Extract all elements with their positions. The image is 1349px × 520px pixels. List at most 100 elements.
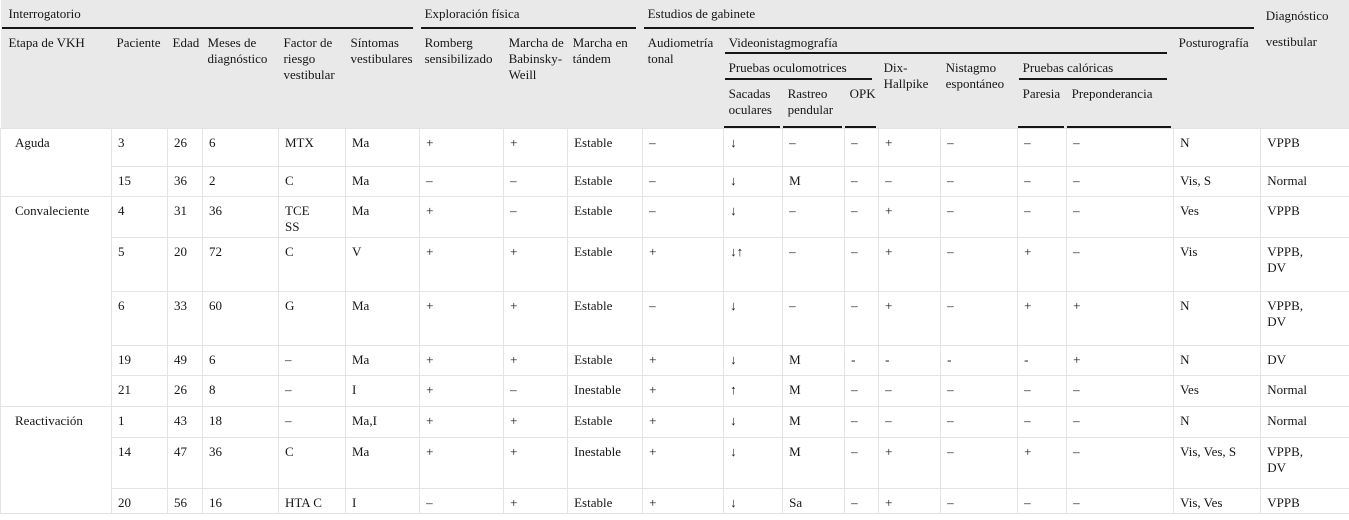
- cell-edad: 31: [167, 195, 203, 237]
- cell-preponderancia: –: [1066, 374, 1174, 406]
- cell-nistagmo: –: [940, 436, 1018, 488]
- header-row-columns: Etapa de VKH Paciente Edad Meses de diag…: [0, 29, 1349, 128]
- cell-dix: –: [878, 374, 941, 406]
- column-header-audiometria: Audiometría tonal: [642, 29, 724, 128]
- cell-rastreo: –: [782, 236, 845, 291]
- cell-sintomas: Ma: [344, 290, 420, 345]
- cell-paresia: +: [1017, 436, 1067, 488]
- header-row-leaf: Sacadas oculares Rastreo pendular OPK Pa…: [1, 80, 1349, 128]
- cell-nistagmo: -: [940, 344, 1018, 375]
- cell-nistagmo: –: [940, 487, 1018, 513]
- table-row: 15 36 2 C Ma – – Estable – ↓ M – – – – – Vis, S Normal: [1, 165, 1349, 196]
- cell-romberg: +: [419, 195, 504, 237]
- cell-opk: –: [844, 127, 879, 166]
- cell-audiometria: –: [642, 127, 724, 166]
- cell-edad: 36: [167, 165, 203, 196]
- cell-preponderancia: +: [1066, 344, 1174, 375]
- cell-factor: C: [278, 436, 346, 488]
- cell-diagnostico: DV: [1260, 344, 1349, 375]
- group-header-pruebas-oculomotrices: Pruebas oculomotrices: [723, 54, 879, 80]
- cell-posturografia: N: [1173, 290, 1261, 345]
- cell-tandem: Estable: [567, 487, 643, 513]
- cell-romberg: +: [419, 290, 504, 345]
- cell-posturografia: N: [1173, 344, 1261, 375]
- cell-dix: +: [878, 127, 941, 166]
- cell-posturografia: Vis, Ves: [1173, 487, 1261, 513]
- table-header: Interrogatorio Exploración física Estudi…: [0, 0, 1349, 128]
- cell-opk: –: [844, 436, 879, 488]
- cell-paresia: +: [1017, 290, 1067, 345]
- cell-sintomas: Ma: [344, 344, 420, 375]
- cell-sintomas: Ma: [344, 165, 420, 196]
- cell-edad: 33: [167, 290, 203, 345]
- cell-paciente: 6: [111, 290, 168, 345]
- cell-nistagmo: –: [940, 405, 1018, 437]
- cell-paciente: 5: [111, 236, 168, 291]
- cell-posturografia: Vis: [1173, 236, 1261, 291]
- column-header-factor-riesgo: Factor de riesgo vestibular: [278, 29, 346, 128]
- cell-tandem: Estable: [567, 165, 643, 196]
- cell-dix: +: [878, 436, 941, 488]
- cell-factor: –: [278, 344, 346, 375]
- cell-edad: 26: [167, 374, 203, 406]
- cell-romberg: +: [419, 405, 504, 437]
- cell-sacadas: ↓: [723, 344, 783, 375]
- column-header-diagnostico-vestibular: Diagnóstico vestibular: [1260, 0, 1349, 128]
- cell-romberg: +: [419, 436, 504, 488]
- cell-sintomas: Ma: [344, 436, 420, 488]
- cell-dix: +: [878, 290, 941, 345]
- column-header-paciente: Paciente: [111, 29, 168, 128]
- cell-posturografia: Vis, Ves, S: [1173, 436, 1261, 488]
- cell-diagnostico: Normal: [1260, 405, 1349, 437]
- table-body: Aguda 3 26 6 MTX Ma + + Estable – ↓ – – + – – – N VPPB 15 36…: [0, 127, 1349, 513]
- column-header-rastreo-pendular: Rastreo pendular: [782, 80, 845, 128]
- cell-tandem: Estable: [567, 236, 643, 291]
- table-row: 6 33 60 G Ma + + Estable – ↓ – – + – + + N VPPB, DV: [1, 290, 1349, 345]
- cell-paresia: –: [1017, 195, 1067, 237]
- column-header-opk: OPK: [844, 80, 879, 128]
- cell-posturografia: N: [1173, 127, 1261, 166]
- cell-factor: TCE SS: [278, 195, 346, 237]
- cell-diagnostico: Normal: [1260, 374, 1349, 406]
- column-header-sacadas-oculares: Sacadas oculares: [723, 80, 783, 128]
- cell-rastreo: M: [782, 165, 845, 196]
- cell-paciente: 19: [111, 344, 168, 375]
- cell-audiometria: –: [642, 165, 724, 196]
- cell-sacadas: ↓: [723, 127, 783, 166]
- cell-meses: 18: [202, 405, 279, 437]
- cell-meses: 6: [202, 344, 279, 375]
- table-row: 19 49 6– Ma + + Estable + ↓ M - - - - + N DV: [1, 344, 1349, 375]
- cell-paciente: 21: [111, 374, 168, 406]
- table-row: 20 56 16 HTA C I – + Estable + ↓ Sa – + – – – Vis, Ves VP…: [1, 487, 1349, 513]
- column-header-marcha-tandem: Marcha en tándem: [567, 29, 643, 128]
- cell-factor: –: [278, 374, 346, 406]
- cell-audiometria: +: [642, 487, 724, 513]
- cell-preponderancia: –: [1066, 127, 1174, 166]
- cell-babinsky: +: [503, 487, 568, 513]
- cell-sintomas: I: [344, 374, 420, 406]
- cell-meses: 16: [202, 487, 279, 513]
- column-header-edad: Edad: [167, 29, 203, 128]
- cell-dix: +: [878, 195, 941, 237]
- cell-rastreo: M: [782, 405, 845, 437]
- cell-tandem: Estable: [567, 405, 643, 437]
- cell-posturografia: N: [1173, 405, 1261, 437]
- cell-opk: –: [844, 374, 879, 406]
- column-header-posturografia: Posturografía: [1173, 29, 1261, 128]
- cell-sacadas: ↓: [723, 165, 783, 196]
- cell-paresia: –: [1017, 405, 1067, 437]
- cell-rastreo: –: [782, 290, 845, 345]
- cell-paresia: –: [1017, 127, 1067, 166]
- cell-diagnostico: VPPB, DV: [1260, 436, 1349, 488]
- cell-preponderancia: –: [1066, 236, 1174, 291]
- cell-edad: 43: [167, 405, 203, 437]
- cell-posturografia: Ves: [1173, 195, 1261, 237]
- cell-nistagmo: –: [940, 290, 1018, 345]
- cell-sacadas: ↓↑: [723, 236, 783, 291]
- column-header-nistagmo-espontaneo: Nistagmo espontáneo: [940, 54, 1018, 128]
- column-header-etapa: Etapa de VKH: [0, 29, 112, 128]
- cell-dix: +: [878, 236, 941, 291]
- group-header-interrogatorio: Interrogatorio: [0, 0, 420, 29]
- cell-babinsky: –: [503, 374, 568, 406]
